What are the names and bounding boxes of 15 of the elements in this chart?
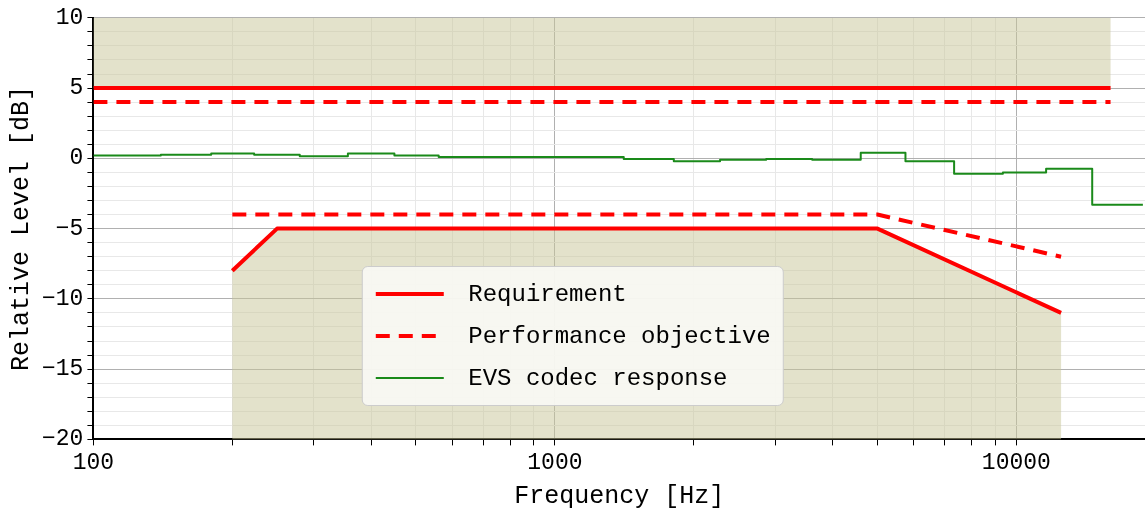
legend-label: EVS codec response (468, 364, 728, 392)
legend-label: Requirement (468, 280, 627, 308)
y-tick-label: −10 (41, 285, 84, 312)
y-tick-label: 5 (69, 75, 84, 102)
legend-label: Performance objective (468, 322, 771, 350)
x-tick-label: 100 (72, 450, 115, 477)
y-tick-label: 10 (55, 4, 84, 31)
y-tick-label: −20 (41, 426, 84, 453)
y-tick-label: −5 (55, 215, 84, 242)
y-axis-title: Relative Level [dB] (6, 86, 36, 372)
x-tick-label: 1000 (527, 450, 583, 477)
x-tick-label: 10000 (981, 450, 1051, 477)
x-axis-title: Frequency [Hz] (514, 481, 725, 511)
y-tick-label: 0 (69, 145, 84, 172)
y-tick-label: −15 (41, 356, 84, 383)
